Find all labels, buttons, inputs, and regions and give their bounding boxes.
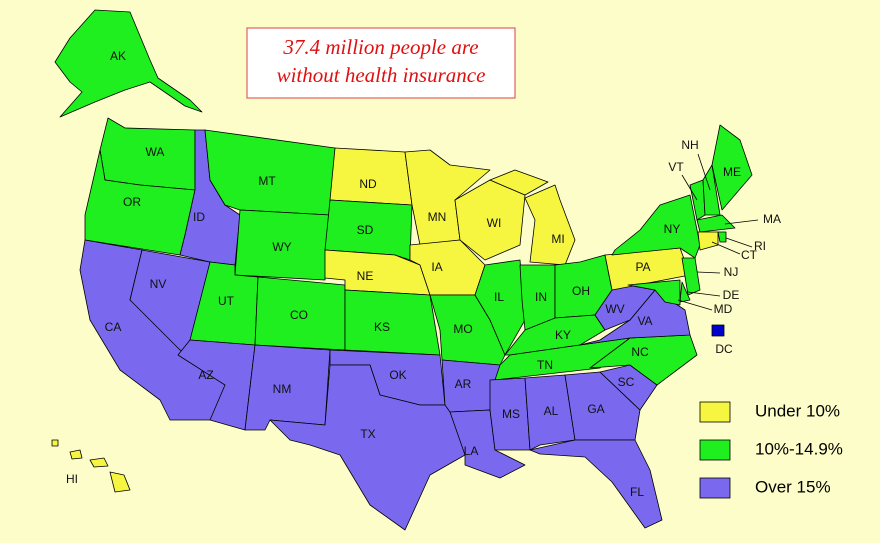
state-label: IL: [494, 290, 504, 304]
state-label: WY: [272, 240, 291, 254]
state-label: WV: [605, 302, 624, 316]
state-label: FL: [630, 485, 644, 499]
state: [524, 184, 576, 266]
legend-label: Over 15%: [755, 477, 831, 496]
legend-swatch: [699, 401, 731, 423]
state: [696, 214, 736, 233]
state: [717, 231, 727, 243]
state-label: MI: [551, 232, 564, 246]
state-label: NJ: [724, 265, 739, 279]
state-label: CA: [105, 320, 122, 334]
state-label: RI: [754, 239, 766, 253]
title-box: [246, 27, 516, 99]
legend-swatch: [699, 439, 731, 461]
state-label: WI: [487, 216, 502, 230]
state-label: MN: [428, 210, 447, 224]
state-label: TX: [360, 427, 375, 441]
state-label: AK: [110, 49, 126, 63]
state: [681, 257, 701, 296]
state-label: NM: [273, 382, 292, 396]
state-label: ID: [193, 210, 205, 224]
state-label: AL: [544, 404, 559, 418]
state-label: WA: [146, 145, 165, 159]
state: [711, 324, 725, 337]
state: [679, 281, 691, 303]
state-label: NE: [357, 269, 374, 283]
state: [697, 231, 719, 251]
state: [51, 439, 59, 447]
state: [489, 377, 531, 451]
state-label: PA: [635, 260, 650, 274]
state-label: KS: [374, 320, 390, 334]
state: [529, 439, 663, 529]
leader-lines: [677, 153, 759, 311]
title-line: without health insurance: [277, 63, 486, 87]
state: [269, 364, 466, 531]
state-label: OH: [572, 284, 590, 298]
state-label: NH: [681, 138, 698, 152]
state-label: MA: [763, 212, 781, 226]
state: [611, 194, 701, 259]
state-label: MT: [258, 174, 276, 188]
state-label: VA: [637, 314, 652, 328]
state-label: NV: [150, 277, 167, 291]
state-label: SD: [357, 223, 374, 237]
state-label: KY: [555, 328, 571, 342]
legend-label: Under 10%: [755, 401, 840, 420]
state: [627, 279, 681, 306]
state-label: ND: [359, 177, 377, 191]
state-label: HI: [66, 472, 78, 486]
state-label: IN: [535, 290, 547, 304]
state-label: GA: [587, 402, 604, 416]
state-label: AZ: [198, 368, 213, 382]
state-label: NC: [631, 345, 649, 359]
state: [109, 471, 131, 493]
state-label: OR: [123, 195, 141, 209]
state-label: NY: [664, 222, 681, 236]
state-label: UT: [218, 294, 235, 308]
state-label: TN: [537, 358, 553, 372]
state-label: MO: [453, 322, 472, 336]
state-label: VT: [668, 160, 684, 174]
state-label: OK: [389, 368, 406, 382]
legend-swatch: [699, 477, 731, 499]
state: [711, 124, 753, 211]
state-label: SC: [618, 375, 635, 389]
state: [89, 457, 109, 468]
state-label: MD: [714, 302, 733, 316]
state: [204, 129, 336, 216]
state: [344, 289, 441, 356]
state: [54, 9, 203, 118]
legend-label: 10%-14.9%: [755, 439, 843, 458]
state-label: CO: [290, 308, 308, 322]
state: [489, 169, 549, 196]
state-label: IA: [431, 260, 442, 274]
state-label: LA: [464, 444, 479, 458]
state-label: CT: [741, 248, 758, 262]
state: [234, 209, 331, 281]
state-label: DC: [715, 342, 733, 356]
state: [564, 371, 641, 441]
state-label: MS: [502, 407, 520, 421]
state-label: ME: [723, 165, 741, 179]
legend: Under 10% 10%-14.9% Over 15%: [699, 401, 843, 499]
state-label: DE: [723, 288, 740, 302]
state: [524, 374, 576, 451]
state-label: AR: [455, 377, 472, 391]
state: [69, 449, 83, 460]
title-line: 37.4 million people are: [282, 35, 478, 59]
state: [324, 199, 413, 261]
